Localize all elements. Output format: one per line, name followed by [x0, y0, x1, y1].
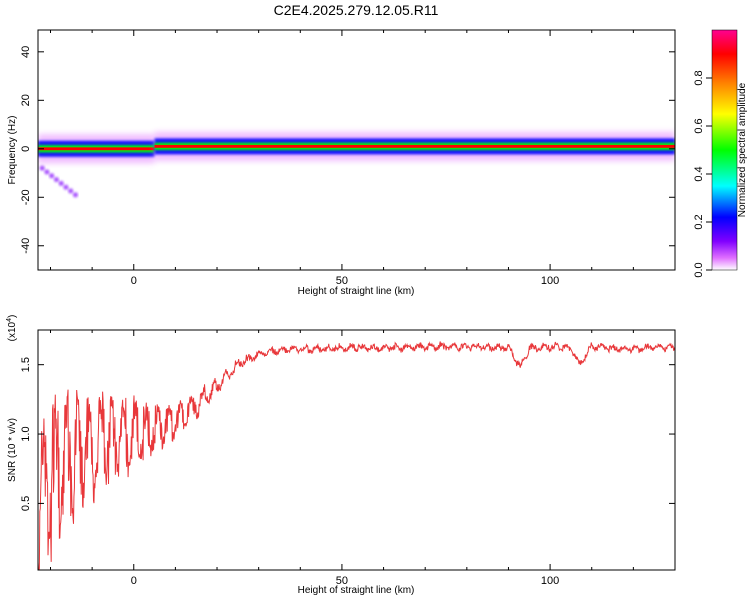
- snr-ticks: 0 50 100 0.5 1.0 1.5: [20, 330, 676, 587]
- spectrogram-x-tick-label: 0: [131, 275, 137, 287]
- snr-x-axis-title: Height of straight line (km): [298, 585, 415, 596]
- colorbar: 0.0 0.2 0.4 0.6 0.8 Normalized spectral ampl…: [693, 29, 748, 278]
- snr-line: [38, 341, 675, 570]
- colorbar-ticks: 0.0 0.2 0.4 0.6 0.8: [693, 70, 712, 278]
- side-branch-blob: [72, 192, 78, 198]
- snr-panel: 0 50 100 0.5 1.0 1.5 Height of straight line …: [6, 315, 676, 596]
- side-branch-blob: [44, 169, 50, 175]
- spectrogram-y-axis-title: Frequency (Hz): [7, 116, 18, 185]
- snr-y-axis-title: SNR (10 * v/v): [7, 418, 18, 482]
- page-title: C2E4.2025.279.12.05.R11: [274, 2, 439, 18]
- colorbar-tick-label: 0.4: [693, 166, 705, 181]
- colorbar-gradient: [711, 29, 738, 271]
- side-branch-blob: [68, 188, 74, 194]
- spectrogram-y-tick-label: 20: [20, 94, 32, 106]
- colorbar-tick-label: 0.6: [693, 118, 705, 133]
- side-branch-blob: [49, 173, 55, 179]
- spectrogram-y-tick-label: 0: [20, 146, 32, 152]
- ridge-core: [38, 147, 155, 151]
- spectrogram-y-tick-label: -40: [20, 238, 32, 254]
- spectrogram-x-axis-title: Height of straight line (km): [298, 286, 415, 297]
- spectrogram-panel: 0 50 100 -40 -20 0 20 40 Height of straight lin…: [7, 29, 676, 297]
- colorbar-tick-label: 0.2: [693, 214, 705, 229]
- colorbar-tick-label: 0.8: [693, 70, 705, 85]
- spectrogram-x-tick-label: 100: [541, 275, 559, 287]
- spectrogram-y-tick-label: 40: [20, 46, 32, 58]
- spectrogram-frame: [37, 29, 676, 271]
- colorbar-tick-label: 0.0: [693, 262, 705, 277]
- side-branch-blob: [39, 165, 45, 171]
- snr-line-group: [38, 341, 675, 570]
- snr-x-tick-label: 50: [336, 575, 348, 587]
- snr-x-tick-label: 0: [131, 575, 137, 587]
- spectrogram-heatmap: [38, 131, 675, 198]
- snr-y-tick-label: 0.5: [20, 496, 32, 511]
- snr-frame: [37, 329, 676, 571]
- side-branch-blob: [63, 184, 69, 190]
- spectrogram-y-tick-label: -20: [20, 189, 32, 205]
- spectrogram-ticks: 0 50 100 -40 -20 0 20 40: [20, 30, 676, 287]
- snr-y-tick-label: 1.0: [20, 426, 32, 441]
- side-branch-blob: [58, 180, 64, 186]
- side-branch-blob: [53, 177, 59, 183]
- snr-y-exponent: (x104): [6, 315, 18, 342]
- spectrogram-x-tick-label: 50: [336, 275, 348, 287]
- svg-text:(x104): (x104): [6, 315, 18, 342]
- snr-x-tick-label: 100: [541, 575, 559, 587]
- snr-y-tick-label: 1.5: [20, 357, 32, 372]
- colorbar-title: Normalized spectral amplitude: [737, 82, 748, 217]
- ridge-core: [154, 144, 675, 148]
